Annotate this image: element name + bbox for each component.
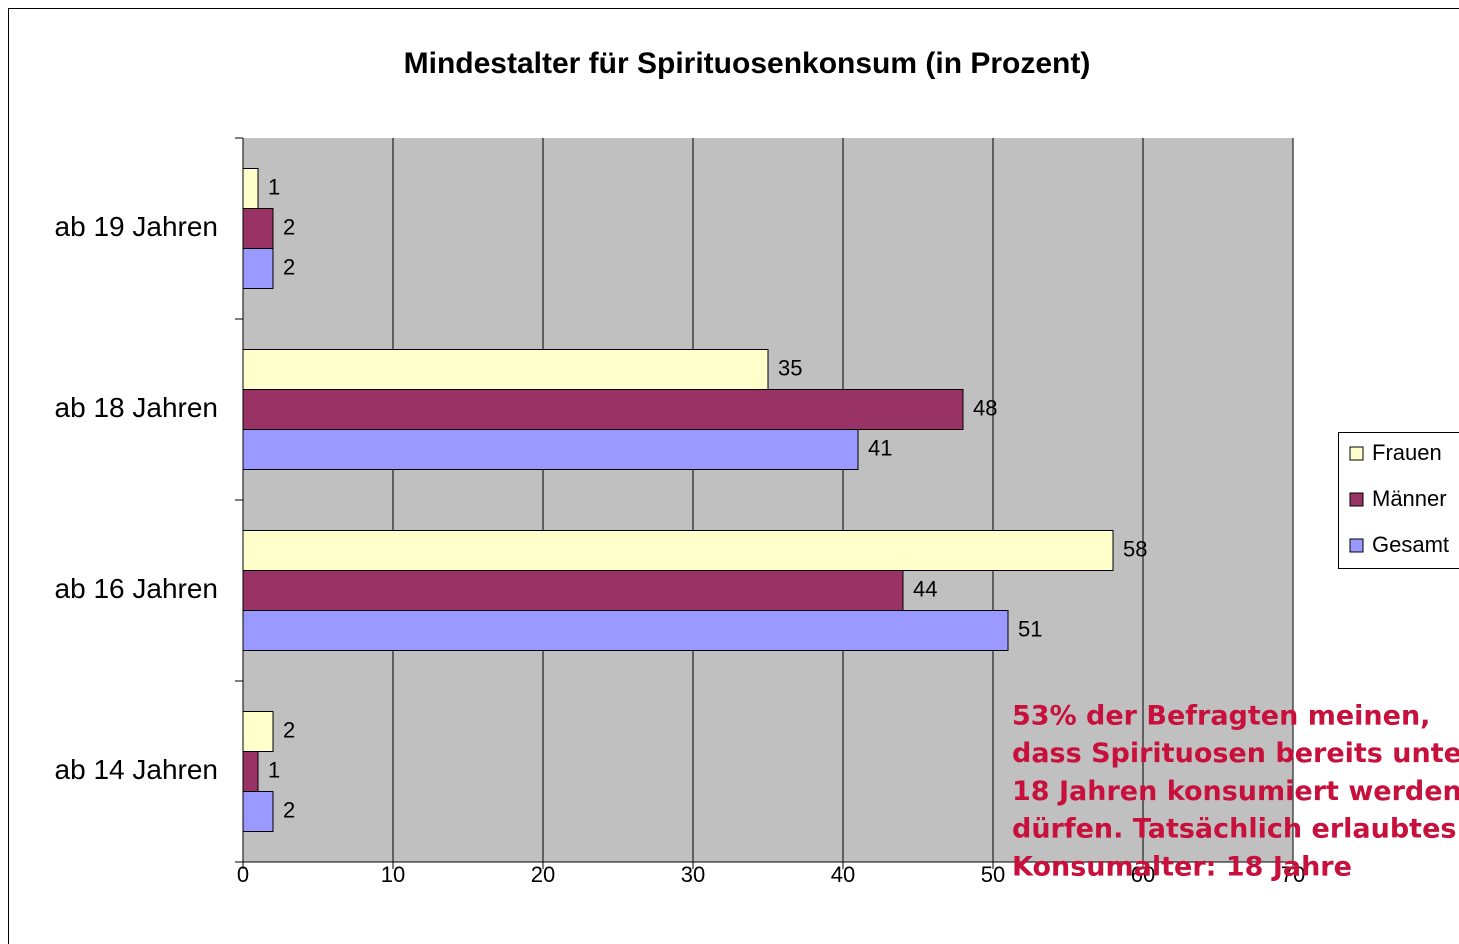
x-tick-label: 30 — [681, 862, 705, 887]
x-tick-label: 70 — [1281, 862, 1305, 887]
plot-area — [243, 138, 1293, 862]
bar — [242, 208, 274, 249]
legend-label: Gesamt — [1372, 532, 1449, 557]
bar — [242, 791, 274, 832]
bar — [242, 711, 274, 752]
value-label: 2 — [283, 214, 295, 239]
bar — [242, 570, 904, 611]
value-label: 44 — [913, 576, 937, 601]
value-label: 48 — [973, 395, 997, 420]
annotation: dass Spirituosen bereits unter — [1012, 738, 1459, 769]
value-label: 41 — [868, 435, 892, 460]
x-tick-label: 40 — [831, 862, 855, 887]
value-label: 1 — [268, 757, 280, 782]
annotation: 18 Jahren konsumiert werden — [1012, 776, 1459, 807]
y-tick-label: ab 18 Jahren — [55, 392, 218, 423]
bar — [242, 248, 274, 289]
bar — [242, 389, 964, 430]
bar — [242, 751, 259, 792]
bar — [242, 168, 259, 209]
value-label: 2 — [283, 797, 295, 822]
annotation: Konsumalter: 18 Jahre — [1012, 851, 1352, 882]
legend-label: Männer — [1372, 486, 1447, 511]
x-tick-label: 0 — [237, 862, 249, 887]
value-label: 51 — [1018, 616, 1042, 641]
chart-title: Mindestalter für Spirituosenkonsum (in P… — [404, 47, 1091, 80]
x-tick-label: 20 — [531, 862, 555, 887]
bar — [242, 429, 859, 470]
value-label: 35 — [778, 355, 802, 380]
bar — [242, 610, 1009, 651]
bar — [242, 530, 1114, 571]
y-tick-label: ab 19 Jahren — [55, 211, 218, 242]
x-tick-label: 10 — [381, 862, 405, 887]
bar — [242, 349, 769, 390]
value-label: 1 — [268, 174, 280, 199]
legend-swatch — [1349, 492, 1364, 507]
value-label: 58 — [1123, 536, 1147, 561]
legend-swatch — [1349, 538, 1364, 553]
x-tick-label: 60 — [1131, 862, 1155, 887]
legend-swatch — [1349, 446, 1364, 461]
annotation: 53% der Befragten meinen, — [1012, 701, 1430, 732]
legend-label: Frauen — [1372, 440, 1442, 465]
value-label: 2 — [283, 717, 295, 742]
y-tick-label: ab 14 Jahren — [55, 754, 218, 785]
x-tick-label: 50 — [981, 862, 1005, 887]
y-tick-label: ab 16 Jahren — [55, 573, 218, 604]
annotation: dürfen. Tatsächlich erlaubtes — [1012, 814, 1456, 845]
value-label: 2 — [283, 254, 295, 279]
